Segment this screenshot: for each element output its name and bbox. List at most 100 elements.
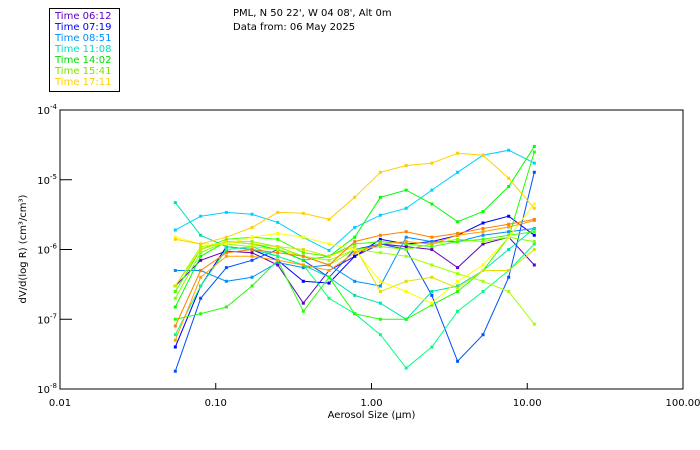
data-point	[456, 237, 460, 241]
x-axis-label: Aerosol Size (µm)	[328, 410, 416, 421]
data-point	[173, 289, 177, 293]
data-point	[456, 266, 460, 270]
data-point	[250, 235, 254, 239]
data-point	[456, 289, 460, 293]
data-point	[481, 233, 485, 237]
data-point	[327, 296, 331, 300]
data-point	[507, 289, 511, 293]
data-point	[430, 289, 434, 293]
data-point	[456, 240, 460, 244]
data-point	[532, 227, 536, 231]
data-point	[173, 305, 177, 309]
data-point	[456, 272, 460, 276]
data-point	[456, 359, 460, 363]
data-point	[199, 242, 203, 246]
data-point	[404, 366, 408, 370]
x-tick-label: 0.01	[49, 398, 71, 409]
data-point	[276, 258, 280, 262]
plot-frame	[59, 109, 684, 390]
data-point	[224, 240, 228, 244]
data-point	[301, 258, 305, 262]
data-point	[481, 240, 485, 244]
data-point	[276, 251, 280, 255]
data-point	[378, 317, 382, 321]
data-point	[481, 153, 485, 157]
data-point	[173, 345, 177, 349]
data-point	[199, 275, 203, 279]
data-point	[430, 245, 434, 249]
data-point	[327, 258, 331, 262]
data-point	[199, 233, 203, 237]
data-point	[430, 202, 434, 206]
data-point	[276, 220, 280, 224]
data-point	[507, 176, 511, 180]
data-point	[327, 281, 331, 285]
data-point	[430, 293, 434, 297]
data-point	[378, 333, 382, 337]
data-point	[199, 258, 203, 262]
data-point	[173, 338, 177, 342]
data-point	[378, 233, 382, 237]
data-point	[532, 170, 536, 174]
data-point	[481, 227, 485, 231]
data-point	[224, 254, 228, 258]
legend-item: Time 15:41	[55, 66, 112, 77]
data-point	[430, 240, 434, 244]
data-point	[276, 237, 280, 241]
data-point	[250, 245, 254, 249]
data-point	[353, 254, 357, 258]
data-point	[173, 237, 177, 241]
data-point	[481, 237, 485, 241]
data-point	[404, 289, 408, 293]
x-tick-label: 100.00	[666, 398, 700, 409]
data-point	[250, 248, 254, 251]
data-point	[481, 268, 485, 272]
legend-item: Time 06:12	[55, 11, 112, 22]
y-tick-label: 10-6	[37, 243, 57, 257]
series-line-4	[175, 149, 535, 251]
data-point	[353, 195, 357, 199]
data-point	[532, 263, 536, 267]
data-point	[199, 312, 203, 316]
data-point	[301, 235, 305, 239]
data-point	[327, 254, 331, 258]
data-point	[378, 170, 382, 174]
data-point	[327, 263, 331, 267]
x-tick-label: 0.10	[205, 398, 227, 409]
data-point	[378, 301, 382, 305]
data-point	[430, 248, 434, 251]
data-point	[481, 279, 485, 283]
data-point	[532, 242, 536, 246]
data-point	[456, 286, 460, 290]
data-point	[507, 222, 511, 226]
legend: Time 06:12 Time 07:19 Time 08:51 Time 11…	[49, 8, 120, 92]
data-point	[507, 233, 511, 237]
data-point	[250, 275, 254, 279]
data-point	[327, 217, 331, 221]
data-point	[532, 161, 536, 165]
data-point	[301, 254, 305, 258]
data-point	[430, 242, 434, 246]
data-point	[430, 301, 434, 305]
data-point	[199, 268, 203, 272]
data-point	[173, 369, 177, 373]
data-point	[353, 312, 357, 316]
data-point	[224, 242, 228, 246]
data-point	[378, 237, 382, 241]
data-point	[173, 317, 177, 321]
data-point	[430, 275, 434, 279]
data-point	[507, 214, 511, 218]
data-point	[456, 220, 460, 224]
series-line-5	[174, 202, 535, 320]
data-point	[507, 275, 511, 279]
data-point	[250, 240, 254, 244]
data-point	[224, 237, 228, 241]
data-point	[353, 248, 357, 251]
data-point	[173, 268, 177, 272]
data-point	[301, 266, 305, 270]
data-point	[404, 164, 408, 168]
data-point	[404, 188, 408, 192]
data-point	[532, 202, 536, 206]
data-point	[404, 240, 408, 244]
data-point	[532, 240, 536, 244]
